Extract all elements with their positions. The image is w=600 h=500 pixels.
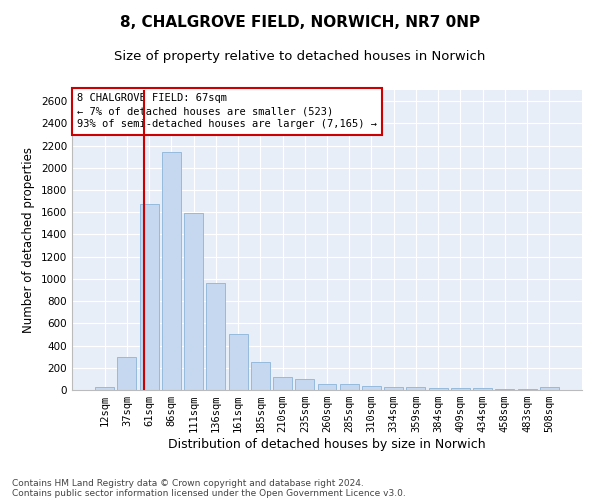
Bar — [229, 334, 248, 390]
Bar — [473, 388, 492, 390]
Bar — [95, 387, 114, 390]
Y-axis label: Number of detached properties: Number of detached properties — [22, 147, 35, 333]
Bar — [206, 284, 225, 390]
Text: Size of property relative to detached houses in Norwich: Size of property relative to detached ho… — [115, 50, 485, 63]
Bar — [295, 379, 314, 390]
Bar — [384, 387, 403, 390]
Bar — [451, 388, 470, 390]
Bar — [429, 388, 448, 390]
Bar — [362, 386, 381, 390]
Bar — [406, 387, 425, 390]
Bar — [273, 376, 292, 390]
Text: Contains HM Land Registry data © Crown copyright and database right 2024.: Contains HM Land Registry data © Crown c… — [12, 478, 364, 488]
Bar — [140, 204, 158, 390]
Text: 8 CHALGROVE FIELD: 67sqm
← 7% of detached houses are smaller (523)
93% of semi-d: 8 CHALGROVE FIELD: 67sqm ← 7% of detache… — [77, 93, 377, 130]
Text: Contains public sector information licensed under the Open Government Licence v3: Contains public sector information licen… — [12, 488, 406, 498]
Bar — [340, 384, 359, 390]
X-axis label: Distribution of detached houses by size in Norwich: Distribution of detached houses by size … — [168, 438, 486, 451]
Bar — [317, 384, 337, 390]
Bar — [162, 152, 181, 390]
Bar — [540, 387, 559, 390]
Bar — [118, 356, 136, 390]
Bar — [251, 362, 270, 390]
Bar — [184, 213, 203, 390]
Text: 8, CHALGROVE FIELD, NORWICH, NR7 0NP: 8, CHALGROVE FIELD, NORWICH, NR7 0NP — [120, 15, 480, 30]
